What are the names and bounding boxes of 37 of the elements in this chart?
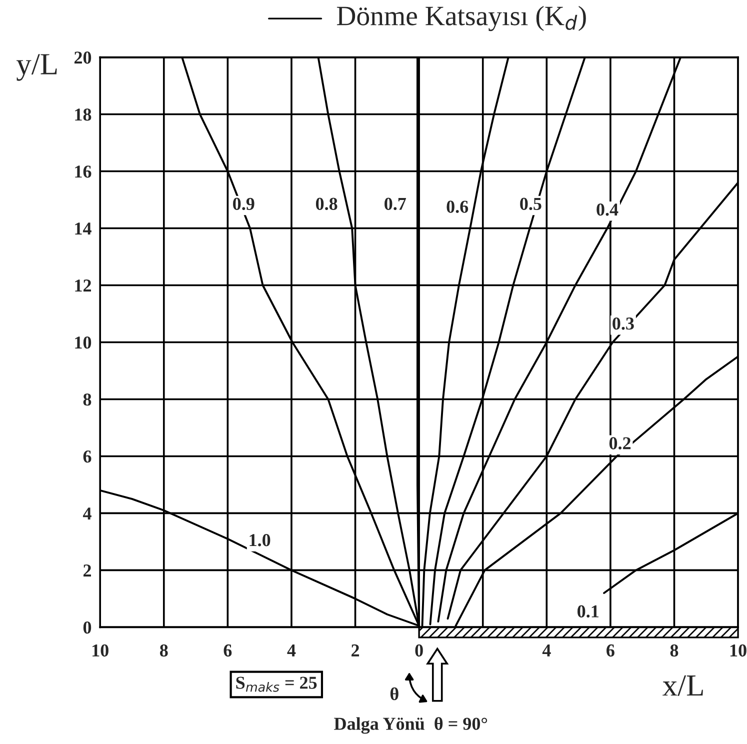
y-tick-label: 6 bbox=[83, 450, 92, 463]
y-tick-label: 18 bbox=[75, 108, 92, 121]
annotation: 0.9 bbox=[233, 198, 254, 210]
y-tick-label: 10 bbox=[75, 336, 92, 349]
x-axis-title: x/L bbox=[662, 675, 703, 696]
annotation: 0.1 bbox=[578, 605, 598, 618]
x-tick-label: 10 bbox=[730, 644, 746, 657]
text: θ bbox=[390, 687, 398, 700]
annotation: 0.3 bbox=[612, 317, 634, 330]
y-tick-label: 2 bbox=[83, 564, 91, 576]
text: S$_{maks}$ = 25 bbox=[236, 676, 317, 692]
annotation: 0.7 bbox=[384, 198, 406, 210]
x-tick-label: 8 bbox=[160, 644, 168, 657]
x-tick-label: 4 bbox=[287, 644, 296, 656]
x-tick-label: 6 bbox=[224, 644, 232, 657]
annotation: 0.6 bbox=[446, 200, 468, 213]
y-tick-label: 8 bbox=[83, 393, 92, 406]
annotation: 1.0 bbox=[250, 534, 270, 546]
x-tick-label: 0 bbox=[415, 644, 423, 657]
x-tick-label: 4 bbox=[542, 644, 551, 656]
annotation: 0.8 bbox=[316, 198, 338, 210]
y-tick-label: 4 bbox=[82, 508, 92, 520]
y-axis-title: y/L bbox=[16, 54, 57, 81]
y-tick-label: 0 bbox=[83, 621, 92, 634]
x-tick-label: 6 bbox=[606, 644, 614, 657]
x-tick-label: 10 bbox=[92, 644, 108, 657]
x-tick-label: 8 bbox=[670, 644, 678, 657]
chart-title: Dönme Katsayısı (K$_{d}$) bbox=[336, 6, 586, 32]
annotation: 0.4 bbox=[596, 203, 618, 216]
text: Dalga Yönü θ = 90° bbox=[334, 717, 488, 734]
y-tick-label: 12 bbox=[75, 280, 91, 292]
y-tick-label: 16 bbox=[75, 166, 92, 178]
y-tick-label: 20 bbox=[74, 52, 92, 64]
annotation: 0.2 bbox=[609, 437, 631, 450]
annotation: 0.5 bbox=[520, 198, 542, 210]
x-tick-label: 2 bbox=[352, 644, 360, 656]
y-tick-label: 14 bbox=[75, 222, 92, 235]
